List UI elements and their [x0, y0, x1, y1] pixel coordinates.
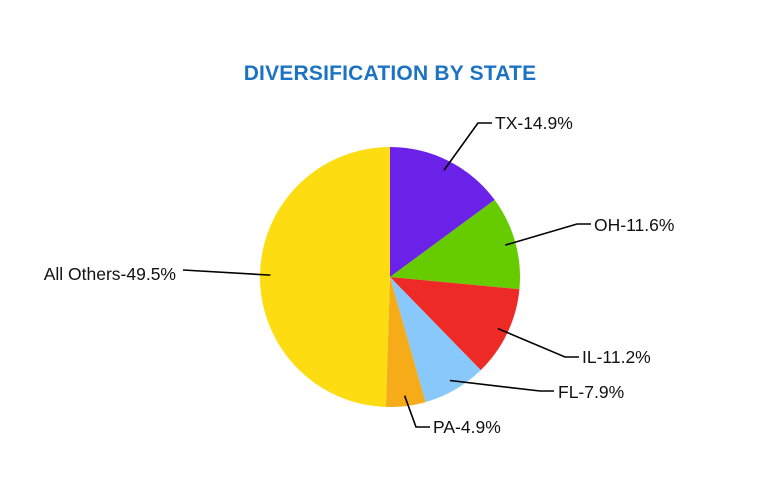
leader-line-pa [403, 395, 430, 428]
slice-label-fl: FL-7.9% [558, 382, 624, 402]
leader-line-tx [443, 122, 492, 171]
leader-line-fl [449, 379, 554, 392]
pie-slice-all-others [260, 147, 390, 407]
slice-label-tx: TX-14.9% [495, 113, 573, 133]
slice-label-all-others: All Others-49.5% [44, 264, 176, 284]
pie-slice-pa [385, 277, 426, 407]
pie-slice-fl [390, 277, 481, 403]
pie-slice-oh [390, 199, 520, 290]
slice-label-il: IL-11.2% [582, 347, 651, 367]
slice-label-oh: OH-11.6% [594, 215, 674, 235]
leader-line-oh [505, 223, 591, 246]
pie-slice-tx [390, 147, 495, 277]
slice-label-pa: PA-4.9% [433, 417, 501, 437]
leader-line-all-others [182, 269, 271, 276]
pie-slice-il [390, 277, 520, 371]
leader-line-il [497, 327, 579, 358]
chart-title: DIVERSIFICATION BY STATE [243, 62, 537, 85]
